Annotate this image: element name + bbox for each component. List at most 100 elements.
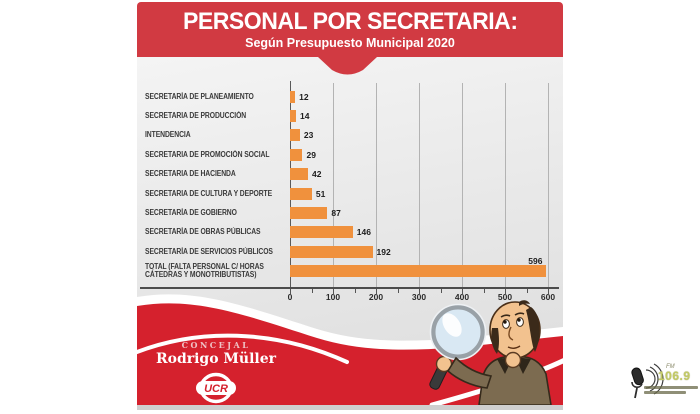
- bar: [290, 187, 312, 200]
- x-tick-label: 400: [454, 292, 470, 302]
- gridline-x-400: [462, 83, 463, 287]
- station-fm-label: FM: [666, 364, 675, 370]
- x-tick-label: 200: [368, 292, 384, 302]
- gridline-x-300: [419, 83, 420, 287]
- axis-tick: [333, 289, 334, 295]
- bar: [290, 265, 547, 278]
- bar-value-label: 87: [331, 208, 341, 219]
- x-tick-label: 300: [411, 292, 427, 302]
- bar-value-label: 23: [303, 130, 314, 141]
- pupil-right: [517, 318, 521, 322]
- bar-row: SECRETARÍA DE OBRAS PÚBLICAS 146: [137, 223, 563, 242]
- pupil-left: [503, 320, 507, 324]
- bar-category-label: SECRETARIA DE CULTURA Y DEPORTE: [145, 188, 273, 198]
- bar-value-label: 29: [306, 149, 316, 160]
- gridline-x-100: [333, 83, 334, 287]
- bar-category-label: INTENDENCIA: [145, 130, 191, 140]
- bar-category-label: SECRETARIA DE HACIENDA: [145, 169, 236, 179]
- bar-value-label: 42: [312, 169, 322, 180]
- axis-tick: [311, 289, 313, 293]
- footer-name: Rodrigo Müller: [155, 351, 277, 367]
- footer-role: CONCEJAL: [181, 340, 251, 350]
- axis-tick: [440, 289, 442, 293]
- bar-category-label: SECRETARÍA DE GOBIERNO: [145, 207, 237, 217]
- bar-category-label: SECRETARÍA DE PLANEAMIENTO: [145, 91, 254, 101]
- station-caption-line: [644, 391, 686, 394]
- x-tick-label: 0: [287, 292, 293, 302]
- bar-value-label: 14: [300, 111, 310, 122]
- footer-identity: CONCEJAL Rodrigo Müller UCR: [151, 340, 281, 410]
- axis-tick: [376, 289, 377, 295]
- gridline-x-500: [505, 83, 506, 287]
- bar-category-label: SECRETARÍA DE SERVICIOS PÚBLICOS: [145, 246, 273, 256]
- axis-tick: [483, 289, 485, 293]
- x-tick-label: 100: [325, 292, 341, 302]
- bar-value-label: 12: [299, 91, 309, 102]
- infographic-card: PERSONAL POR SECRETARIA: Según Presupues…: [137, 2, 563, 410]
- hair-right: [526, 307, 540, 352]
- bar: [290, 148, 303, 161]
- inspector-cartoon: [429, 300, 552, 405]
- mouth: [507, 345, 521, 349]
- station-caption-line: [644, 386, 698, 389]
- hair-top-tuft: [519, 300, 530, 306]
- hand-at-chin: [504, 351, 522, 369]
- bar-value-label: 51: [315, 188, 326, 199]
- y-axis-line: [289, 81, 291, 294]
- x-axis-baseline: [140, 287, 559, 289]
- bar-category-label: TOTAL (FALTA PERSONAL C/ HORAS CÁTEDRAS …: [145, 261, 264, 280]
- axis-tick: [397, 289, 399, 293]
- bar-row: SECRETARÍA DE SERVICIOS PÚBLICOS 192: [137, 242, 563, 261]
- bar-value-label: 146: [356, 227, 371, 238]
- bar: [290, 226, 353, 239]
- axis-tick: [505, 289, 506, 295]
- brow-right: [514, 312, 525, 316]
- gridline-x-600: [548, 83, 549, 287]
- bar-value-label: 192: [376, 246, 391, 257]
- axis-tick: [526, 289, 528, 293]
- radio-watermark: FM 106.9: [626, 358, 700, 412]
- bar-category-label: SECRETARIA DE PROMOCIÓN SOCIAL: [145, 149, 270, 159]
- axis-tick: [419, 289, 420, 295]
- axis-tick: [290, 289, 291, 295]
- thin-white-wave-line: [137, 333, 349, 364]
- bar-row: TOTAL (FALTA PERSONAL C/ HORAS CÁTEDRAS …: [137, 256, 563, 281]
- brow-left: [500, 314, 511, 318]
- bar-row: SECRETARIA DE PROMOCIÓN SOCIAL 29: [137, 145, 563, 164]
- bar: [290, 110, 297, 123]
- bar-row: INTENDENCIA 23: [137, 126, 563, 145]
- gridline-x-200: [376, 83, 377, 287]
- nose: [508, 326, 514, 341]
- x-tick-label: 500: [497, 292, 513, 302]
- bar-row: SECRETARÍA DE GOBIERNO 87: [137, 203, 563, 222]
- title-banner: PERSONAL POR SECRETARIA: Según Presupues…: [137, 2, 563, 57]
- bar: [290, 245, 373, 258]
- bar-row: SECRETARIA DE HACIENDA 42: [137, 165, 563, 184]
- bar-row: SECRETARÍA DE PLANEAMIENTO 12: [137, 87, 563, 106]
- bar: [290, 129, 300, 142]
- bar-chart: 0 100 200 300 400 500 600 SECRETARÍA DE PLANEA…: [137, 2, 563, 405]
- red-wave-shape: [137, 303, 563, 405]
- x-tick-label: 600: [540, 292, 556, 302]
- bar-category-label: SECRETARÍA DE OBRAS PÚBLICAS: [145, 227, 261, 237]
- axis-tick: [548, 289, 549, 295]
- bar-category-label: SECRETARIA DE PRODUCCIÓN: [145, 110, 247, 120]
- bar: [290, 207, 328, 220]
- station-frequency: 106.9: [658, 369, 691, 383]
- chart-subtitle: Según Presupuesto Municipal 2020: [245, 35, 455, 50]
- bar-row: SECRETARIA DE CULTURA Y DEPORTE 51: [137, 184, 563, 203]
- axis-tick: [462, 289, 463, 295]
- bar-value-label: 596: [528, 255, 543, 266]
- banner-notch: [318, 57, 377, 75]
- station-caption: [644, 386, 698, 396]
- magnifier-icon: [429, 303, 487, 390]
- chart-title: PERSONAL POR SECRETARIA:: [182, 7, 518, 35]
- bar-row: SECRETARIA DE PRODUCCIÓN 14: [137, 106, 563, 125]
- sleeve: [446, 356, 493, 389]
- hair-left-sideburn: [491, 328, 499, 354]
- bar: [290, 168, 309, 181]
- bar: [290, 90, 296, 103]
- ucr-logo-text: UCR: [204, 383, 228, 395]
- axis-tick: [354, 289, 356, 293]
